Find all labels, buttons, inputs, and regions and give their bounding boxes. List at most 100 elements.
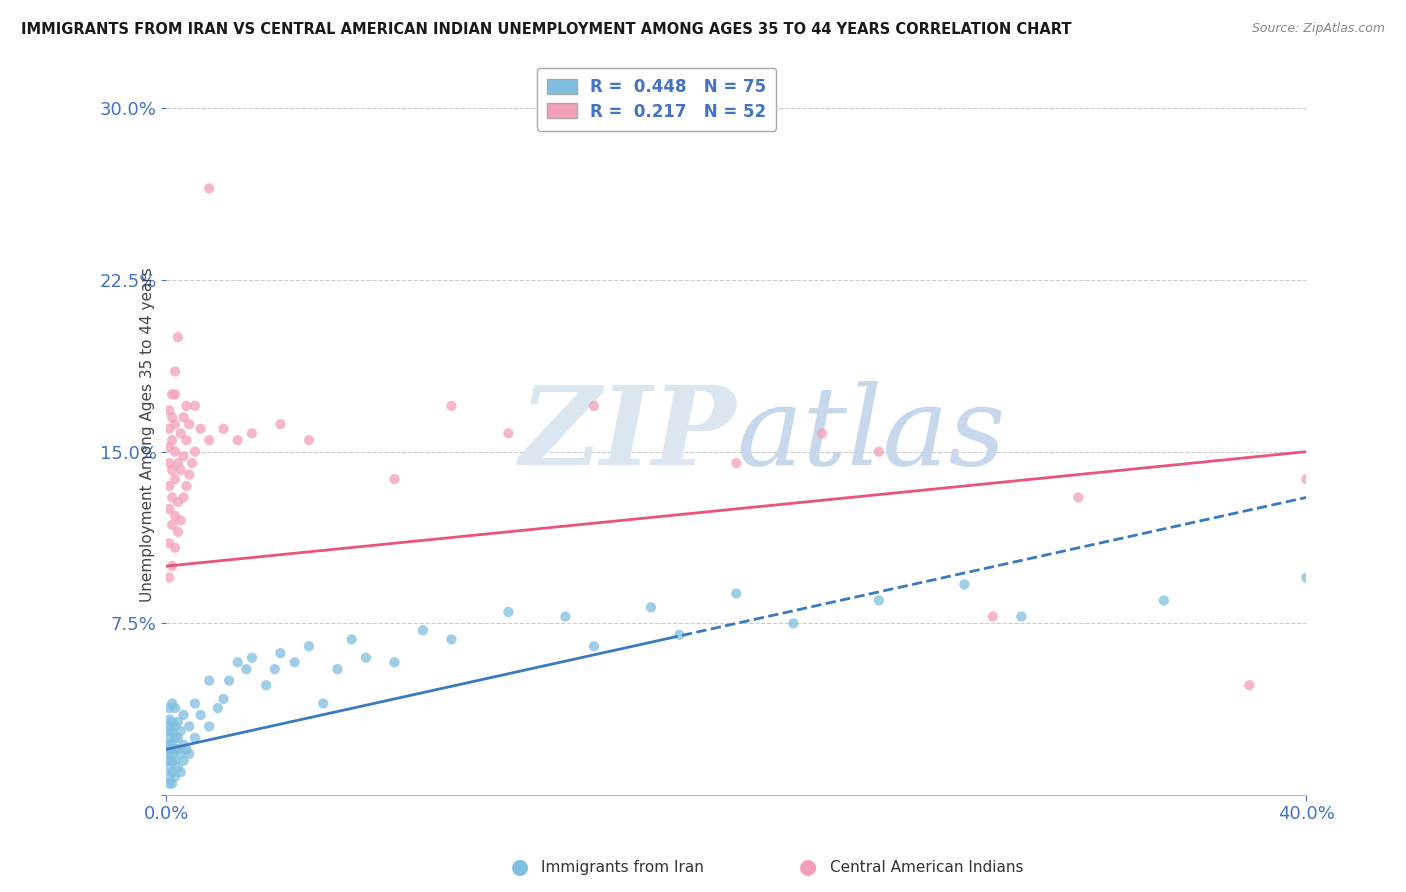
Point [184,399,207,413]
Point [176,399,198,413]
Point [240,650,263,665]
Point [163,541,186,555]
Point [157,440,180,454]
Point [263,662,285,676]
Point [207,701,229,715]
Point [157,422,180,436]
Point [160,697,183,711]
Point [179,467,201,482]
Point [868,444,890,458]
Point [725,456,748,470]
Legend: R =  0.448   N = 75, R =  0.217   N = 52: R = 0.448 N = 75, R = 0.217 N = 52 [537,68,776,130]
Point [170,463,193,477]
Point [440,632,463,647]
Point [981,609,1004,624]
Point [160,776,183,790]
Point [212,422,235,436]
Point [163,701,186,715]
Point [166,761,188,775]
Point [640,600,662,615]
Point [157,747,180,761]
Point [166,330,188,344]
Point [269,417,291,432]
Point [1295,472,1317,486]
Point [184,444,207,458]
Point [1153,593,1175,607]
Point [218,673,240,688]
Point [179,747,201,761]
Text: IMMIGRANTS FROM IRAN VS CENTRAL AMERICAN INDIAN UNEMPLOYMENT AMONG AGES 35 TO 44: IMMIGRANTS FROM IRAN VS CENTRAL AMERICAN… [21,22,1071,37]
Point [166,524,188,539]
Point [226,655,249,669]
Point [157,776,180,790]
Point [157,571,180,585]
Text: ●: ● [512,857,529,877]
Point [173,707,195,722]
Point [163,387,186,401]
Point [160,765,183,780]
Point [184,731,207,745]
Text: atlas: atlas [737,381,1007,488]
Point [298,434,321,448]
Point [554,609,576,624]
Point [1010,609,1032,624]
Point [170,723,193,738]
Point [1067,491,1090,505]
Point [157,738,180,752]
Point [160,491,183,505]
Point [384,472,406,486]
Point [440,399,463,413]
Point [1295,571,1317,585]
Point [170,747,193,761]
Text: Source: ZipAtlas.com: Source: ZipAtlas.com [1251,22,1385,36]
Point [868,593,890,607]
Point [163,472,186,486]
Text: Immigrants from Iran: Immigrants from Iran [541,860,704,874]
Y-axis label: Unemployment Among Ages 35 to 44 years: Unemployment Among Ages 35 to 44 years [141,267,155,602]
Text: ●: ● [800,857,817,877]
Point [170,426,193,441]
Point [160,714,183,729]
Point [173,410,195,425]
Point [181,456,204,470]
Point [163,444,186,458]
Point [163,365,186,379]
Point [298,640,321,654]
Point [166,495,188,509]
Point [582,640,605,654]
Point [166,456,188,470]
Point [157,731,180,745]
Point [160,387,183,401]
Point [157,456,180,470]
Point [160,754,183,768]
Point [953,577,976,591]
Point [235,662,257,676]
Point [179,719,201,733]
Point [163,508,186,523]
Point [412,624,434,638]
Point [166,714,188,729]
Point [157,479,180,493]
Point [160,747,183,761]
Point [184,697,207,711]
Point [170,513,193,527]
Point [163,719,186,733]
Point [312,697,335,711]
Point [173,738,195,752]
Point [173,754,195,768]
Text: Central American Indians: Central American Indians [830,860,1024,874]
Point [166,731,188,745]
Text: ZIP: ZIP [520,381,737,488]
Point [582,399,605,413]
Point [157,403,180,417]
Point [173,491,195,505]
Point [157,536,180,550]
Point [198,673,221,688]
Point [163,754,186,768]
Point [498,605,520,619]
Point [157,723,180,738]
Point [163,742,186,756]
Point [163,417,186,432]
Point [157,701,180,715]
Point [176,742,198,756]
